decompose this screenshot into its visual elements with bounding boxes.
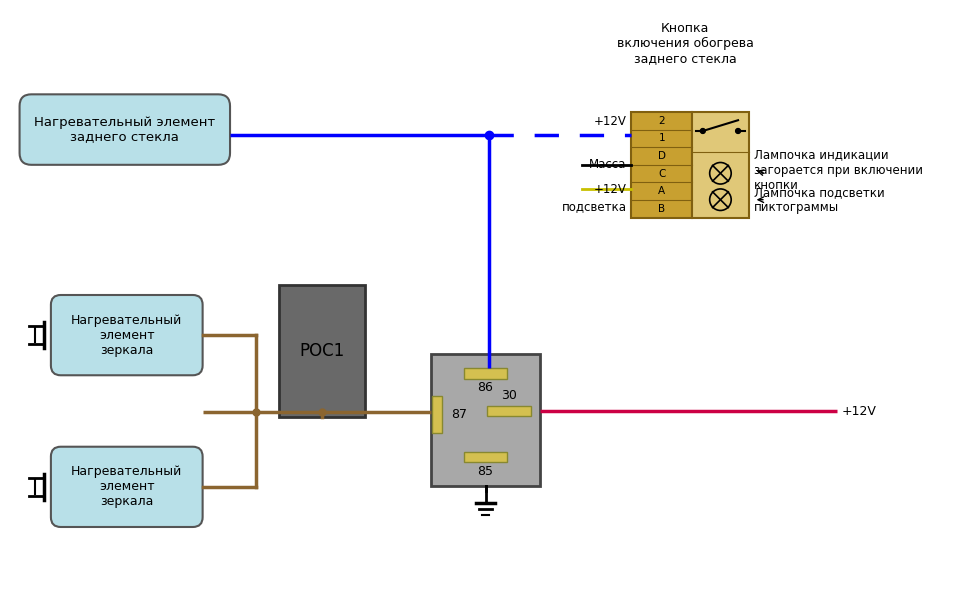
Circle shape (735, 129, 740, 133)
Circle shape (709, 189, 732, 211)
Bar (488, 405, 531, 417)
Bar (464, 368, 507, 379)
Text: подсветка: подсветка (562, 201, 627, 214)
Text: Нагревательный элемент
заднего стекла: Нагревательный элемент заднего стекла (35, 116, 215, 143)
FancyBboxPatch shape (51, 295, 203, 375)
Text: Лампочка подсветки
пиктограммы: Лампочка подсветки пиктограммы (754, 186, 884, 214)
Text: 2: 2 (659, 116, 665, 126)
Text: A: A (659, 186, 665, 196)
Text: +12V: +12V (593, 115, 627, 128)
Bar (464, 451, 507, 463)
Text: B: B (659, 204, 665, 214)
Bar (692, 112, 749, 218)
Text: Лампочка индикации
загорается при включении
кнопки: Лампочка индикации загорается при включе… (754, 149, 923, 192)
Circle shape (701, 129, 706, 133)
Text: 86: 86 (477, 382, 493, 395)
Text: Кнопка
включения обогрева
заднего стекла: Кнопка включения обогрева заднего стекла (616, 22, 754, 65)
Text: 87: 87 (451, 408, 468, 421)
Text: Масса: Масса (589, 158, 627, 171)
Circle shape (709, 162, 732, 184)
Bar (632, 112, 692, 218)
Text: РОС1: РОС1 (300, 342, 345, 360)
Bar (432, 396, 443, 433)
Bar (279, 285, 365, 417)
Text: Нагревательный
элемент
зеркала: Нагревательный элемент зеркала (71, 314, 182, 356)
Text: 30: 30 (501, 389, 516, 402)
Bar (431, 354, 540, 486)
Text: +12V: +12V (842, 405, 876, 418)
Text: Нагревательный
элемент
зеркала: Нагревательный элемент зеркала (71, 466, 182, 509)
FancyBboxPatch shape (19, 94, 230, 165)
Text: C: C (658, 169, 665, 179)
Text: D: D (658, 151, 665, 161)
Text: +12V: +12V (593, 183, 627, 196)
FancyBboxPatch shape (51, 447, 203, 527)
Text: 1: 1 (659, 133, 665, 143)
Text: 85: 85 (477, 465, 493, 478)
